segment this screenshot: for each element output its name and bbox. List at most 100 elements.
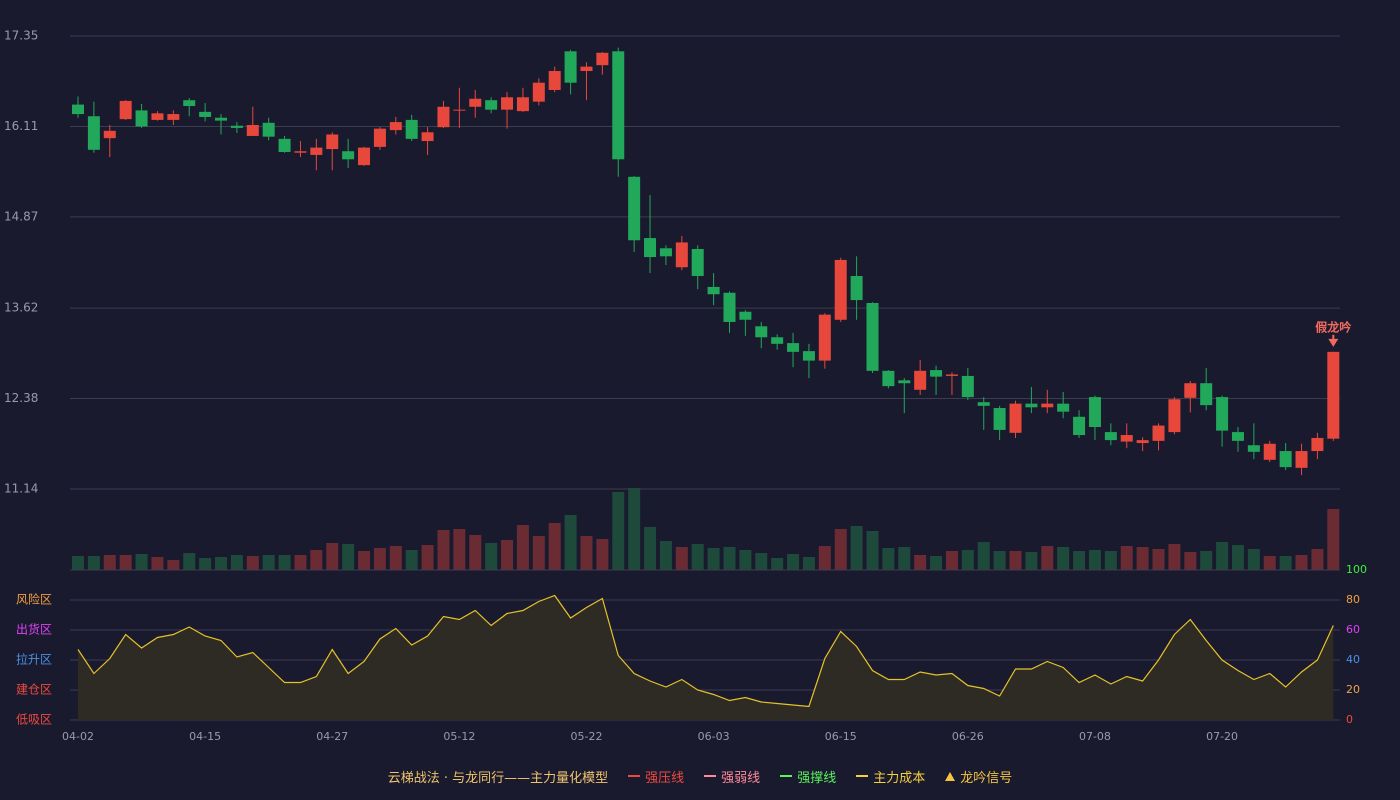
volume-bar <box>167 560 180 570</box>
candle-body <box>1327 351 1340 439</box>
volume-bar <box>723 547 736 570</box>
volume-bar <box>1263 556 1276 570</box>
volume-bar <box>1136 547 1149 570</box>
volume-bar <box>977 542 990 570</box>
candle-body <box>167 114 180 120</box>
candle-body <box>755 326 768 338</box>
volume-bar <box>262 555 275 570</box>
candle-body <box>278 138 291 152</box>
volume-bar <box>612 492 625 570</box>
candle-body <box>1104 432 1117 441</box>
indicator-area <box>78 595 1334 720</box>
volume-bar <box>930 556 943 570</box>
annotation: 假龙吟 <box>1315 319 1351 334</box>
volume-bar <box>707 548 720 570</box>
volume-bar <box>564 515 577 570</box>
legend-label: 龙吟信号 <box>960 770 1013 786</box>
candle-body <box>1184 383 1197 398</box>
volume-bar <box>1327 509 1340 570</box>
candle-body <box>1295 451 1308 468</box>
candle-body <box>961 375 974 398</box>
candle-body <box>850 275 863 301</box>
candle-body <box>1152 425 1165 441</box>
candle-body <box>596 52 609 66</box>
volume-bar <box>119 555 132 570</box>
zone-label: 拉升区 <box>16 652 52 667</box>
candle-body <box>246 124 259 136</box>
volume-bar <box>469 535 482 570</box>
candle-body <box>977 402 990 406</box>
volume-bar <box>215 557 228 570</box>
candle-body <box>628 176 641 241</box>
volume-bar <box>501 540 514 570</box>
zone-label: 风险区 <box>16 592 52 607</box>
x-tick-label: 04-27 <box>316 730 348 743</box>
candle-body <box>1279 451 1292 468</box>
candle-body <box>818 314 831 361</box>
volume-bar <box>1216 542 1229 570</box>
candle-body <box>771 337 784 344</box>
annotation-arrow <box>1328 338 1339 347</box>
candle-body <box>469 98 482 107</box>
volume-bar <box>389 546 402 570</box>
candle-body <box>421 132 434 142</box>
candle-body <box>405 119 418 139</box>
zone-label: 低吸区 <box>16 713 52 727</box>
volume-bar <box>1120 546 1133 570</box>
legend-item: 强撑线 <box>780 767 836 786</box>
volume-bar <box>993 551 1006 570</box>
volume-bar <box>294 555 307 570</box>
volume-bar <box>596 539 609 570</box>
candle-body <box>262 122 275 137</box>
volume-bar <box>342 544 355 570</box>
volume-bar <box>230 555 243 570</box>
candle-body <box>945 374 958 376</box>
volume-bar <box>850 526 863 570</box>
y2-tick-label: 100 <box>1346 563 1367 576</box>
volume-bar <box>659 541 672 570</box>
candle-body <box>834 259 847 320</box>
candle-body <box>437 106 450 128</box>
candle-body <box>1009 403 1022 433</box>
volume-bar <box>1231 545 1244 570</box>
legend-item: 强压线 <box>628 767 684 786</box>
y-tick-label: 17.35 <box>4 29 38 43</box>
volume-bar <box>1279 556 1292 570</box>
volume-bar <box>72 556 84 570</box>
y-tick-label: 14.87 <box>4 209 38 223</box>
legend-item: 主力成本 <box>856 767 925 786</box>
volume-bar <box>373 548 386 570</box>
volume-bar <box>87 556 100 570</box>
candle-body <box>358 147 371 166</box>
candle-body <box>564 51 577 83</box>
legend: 云梯战法 · 与龙同行——主力量化模型 强压线 强弱线 强撑线 主力成本 龙吟信号 <box>0 764 1400 788</box>
x-tick-label: 06-03 <box>698 730 730 743</box>
candle-body <box>787 343 800 352</box>
legend-symbol <box>856 775 869 777</box>
legend-symbol <box>945 771 956 781</box>
volume-bar <box>787 554 800 570</box>
y2-tick-label: 60 <box>1346 623 1360 636</box>
legend-label: 主力成本 <box>873 770 926 786</box>
legend-label: 强撑线 <box>797 770 837 786</box>
zone-label: 建仓区 <box>16 683 52 697</box>
candle-body <box>866 302 879 371</box>
candle-body <box>612 51 625 160</box>
candle-body <box>532 82 545 102</box>
volume-bar <box>1184 552 1197 570</box>
candle-body <box>453 109 466 111</box>
x-tick-label: 06-26 <box>952 730 984 743</box>
x-tick-label: 07-08 <box>1079 730 1111 743</box>
candle-body <box>135 110 148 127</box>
y-tick-label: 16.11 <box>4 119 38 133</box>
candle-body <box>199 111 212 117</box>
candle-body <box>723 292 736 322</box>
volume-bar <box>103 555 116 570</box>
candle-body <box>707 286 720 295</box>
volume-bar <box>437 530 450 570</box>
y-tick-label: 13.62 <box>4 301 38 315</box>
volume-bar <box>358 551 371 570</box>
chart: 17.35 16.11 14.87 13.62 12.38 11.14 假龙吟 0 20 40 60… <box>4 29 1367 744</box>
candle-body <box>326 134 339 150</box>
x-tick-label: 06-15 <box>825 730 857 743</box>
